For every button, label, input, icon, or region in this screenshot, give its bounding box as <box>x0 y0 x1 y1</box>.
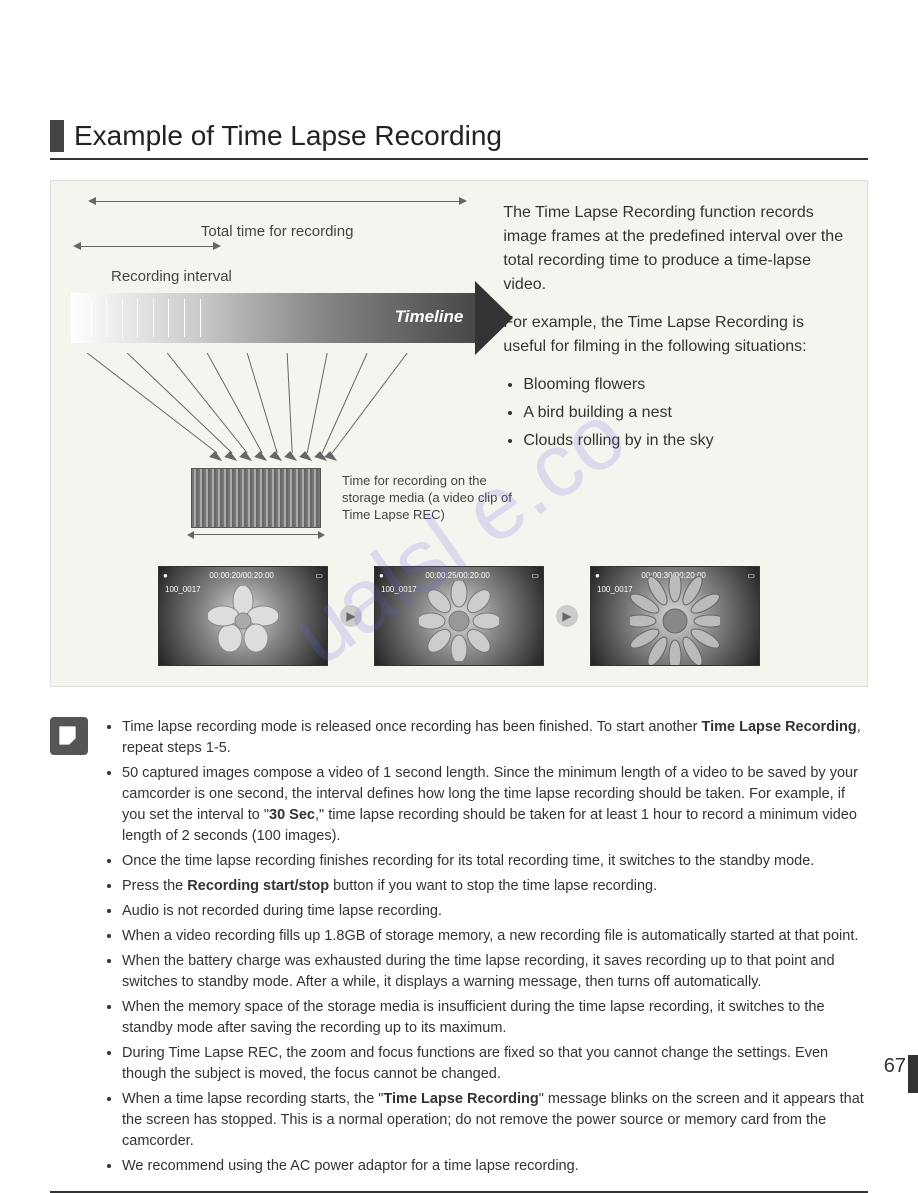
interval-label-row: Recording interval <box>71 246 483 287</box>
note-item: During Time Lapse REC, the zoom and focu… <box>122 1043 868 1085</box>
flower-icon <box>630 576 720 666</box>
note-item: When a video recording fills up 1.8GB of… <box>122 926 868 947</box>
note-item: Press the Recording start/stop button if… <box>122 876 868 897</box>
timeline-diagram: Total time for recording Recording inter… <box>71 201 483 542</box>
note-item: When the memory space of the storage med… <box>122 997 868 1039</box>
section-title: Example of Time Lapse Recording <box>50 120 868 160</box>
note-item: When a time lapse recording starts, the … <box>122 1089 868 1152</box>
diagram-container: Total time for recording Recording inter… <box>50 180 868 687</box>
diagram-top-row: Total time for recording Recording inter… <box>71 201 847 542</box>
title-accent-bar <box>50 120 64 152</box>
note-icon <box>50 717 88 755</box>
sequence-arrow-icon: ▶ <box>340 605 362 627</box>
thumbnails-row: ● 00:00:20/00:20:00 ▭ 100_0017 ▶ ● 0 <box>71 566 847 666</box>
timeline-arrowhead <box>475 281 513 355</box>
page-edge-tab <box>908 1055 918 1093</box>
notes-list: Time lapse recording mode is released on… <box>102 717 868 1181</box>
note-item: Audio is not recorded during time lapse … <box>122 901 868 922</box>
total-time-arrow <box>92 201 463 219</box>
thumbnail-3: ● 00:00:30/00:20:00 ▭ 100_0017 <box>590 566 760 666</box>
thumb-time: 00:00:25/00:20:00 <box>425 571 490 580</box>
thumb-file: 100_0017 <box>381 585 417 594</box>
rec-icon: ● <box>379 571 384 580</box>
note-item: We recommend using the AC power adaptor … <box>122 1156 868 1177</box>
situation-item: Blooming flowers <box>523 373 847 397</box>
sequence-arrow-icon: ▶ <box>556 605 578 627</box>
hd-icon: ▭ <box>315 571 323 580</box>
timeline-arrow-graphic: Timeline <box>71 293 483 343</box>
desc-paragraph-1: The Time Lapse Recording function record… <box>503 201 847 297</box>
thumb-overlay: ● 00:00:25/00:20:00 ▭ <box>379 571 539 580</box>
page-number: 67 <box>884 1055 906 1078</box>
note-item: Time lapse recording mode is released on… <box>122 717 868 759</box>
note-item: Once the time lapse recording finishes r… <box>122 851 868 872</box>
converge-lines <box>71 353 483 463</box>
flower-icon <box>208 586 278 656</box>
rec-icon: ● <box>163 571 168 580</box>
timeline-segments <box>75 299 215 337</box>
storage-media-block: Time for recording on the storage media … <box>191 468 321 528</box>
interval-label: Recording interval <box>111 266 483 287</box>
thumbnail-2: ● 00:00:25/00:20:00 ▭ 100_0017 <box>374 566 544 666</box>
storage-label: Time for recording on the storage media … <box>342 473 512 524</box>
hd-icon: ▭ <box>531 571 539 580</box>
total-time-label: Total time for recording <box>201 223 354 240</box>
rec-icon: ● <box>595 571 600 580</box>
note-item: When the battery charge was exhausted du… <box>122 951 868 993</box>
diagram-description: The Time Lapse Recording function record… <box>503 201 847 542</box>
thumb-time: 00:00:20/00:20:00 <box>209 571 274 580</box>
thumb-overlay: ● 00:00:20/00:20:00 ▭ <box>163 571 323 580</box>
situation-item: Clouds rolling by in the sky <box>523 429 847 453</box>
total-time-label-row: Total time for recording <box>71 201 483 242</box>
title-text: Example of Time Lapse Recording <box>74 120 502 152</box>
flower-icon <box>419 581 499 661</box>
timeline-label: Timeline <box>395 307 464 327</box>
situations-list: Blooming flowers A bird building a nest … <box>503 373 847 453</box>
thumb-file: 100_0017 <box>165 585 201 594</box>
situation-item: A bird building a nest <box>523 401 847 425</box>
interval-arrow <box>77 246 217 264</box>
thumb-file: 100_0017 <box>597 585 633 594</box>
desc-paragraph-2: For example, the Time Lapse Recording is… <box>503 311 847 359</box>
storage-width-arrow <box>191 534 321 542</box>
notes-section: Time lapse recording mode is released on… <box>50 717 868 1181</box>
thumbnail-1: ● 00:00:20/00:20:00 ▭ 100_0017 <box>158 566 328 666</box>
hd-icon: ▭ <box>747 571 755 580</box>
note-item: 50 captured images compose a video of 1 … <box>122 763 868 847</box>
